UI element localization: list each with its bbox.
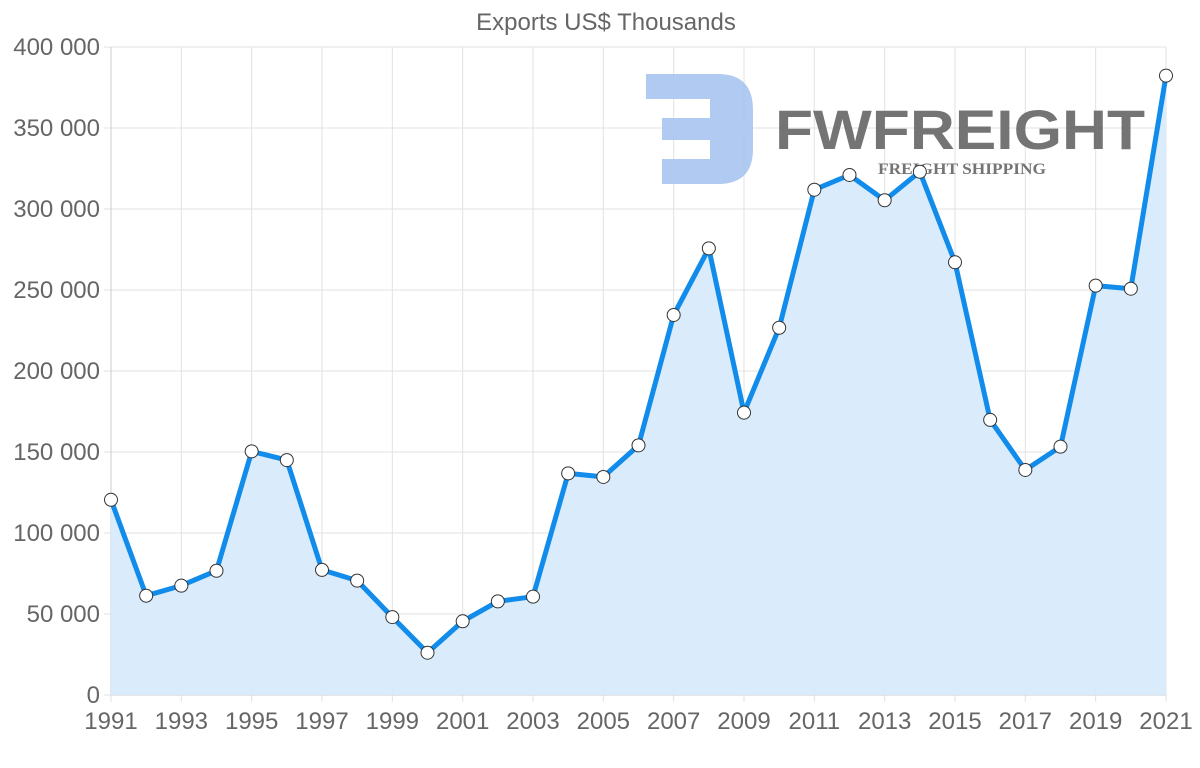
data-point-2006[interactable]	[631, 438, 646, 453]
y-tick-label: 250 000	[13, 277, 100, 304]
data-point-2015[interactable]	[948, 255, 962, 270]
data-point-2002[interactable]	[490, 594, 505, 609]
x-tick-label: 1995	[225, 708, 278, 735]
data-point-2011[interactable]	[807, 182, 822, 197]
x-tick-label: 2009	[717, 708, 770, 735]
data-point-1996[interactable]	[279, 453, 294, 468]
x-tick-label: 2017	[999, 708, 1052, 735]
data-point-1993[interactable]	[174, 578, 189, 593]
area-fill	[111, 75, 1166, 695]
y-tick-label: 300 000	[13, 196, 100, 223]
fwfreight-watermark: FWFREIGHT FREIGHT SHIPPING	[646, 74, 1145, 184]
watermark-brand: FWFREIGHT	[775, 98, 1145, 161]
data-point-1995[interactable]	[244, 444, 259, 459]
data-point-1997[interactable]	[315, 562, 329, 577]
data-point-2013[interactable]	[877, 193, 892, 208]
x-tick-label: 1991	[84, 708, 137, 735]
data-point-2020[interactable]	[1123, 281, 1138, 296]
x-tick-label: 2005	[577, 708, 630, 735]
data-point-2000[interactable]	[420, 645, 435, 660]
data-point-2014[interactable]	[912, 164, 927, 179]
x-tick-label: 2021	[1139, 708, 1192, 735]
chart-title: Exports US$ Thousands	[476, 9, 736, 36]
data-point-2008[interactable]	[701, 241, 716, 256]
data-point-1998[interactable]	[350, 573, 365, 588]
data-point-1991[interactable]	[104, 492, 118, 507]
x-tick-label: 1999	[366, 708, 419, 735]
x-tick-label: 2001	[436, 708, 489, 735]
x-tick-label: 1997	[295, 708, 348, 735]
data-point-2001[interactable]	[455, 614, 470, 629]
x-tick-label: 2007	[647, 708, 700, 735]
data-point-2018[interactable]	[1053, 439, 1068, 454]
y-tick-label: 400 000	[13, 34, 100, 61]
data-point-2010[interactable]	[772, 320, 787, 335]
y-tick-label: 0	[87, 682, 100, 709]
x-tick-label: 2011	[789, 708, 841, 735]
x-tick-label: 2013	[858, 708, 911, 735]
x-tick-label: 1993	[155, 708, 208, 735]
x-tick-label: 2015	[928, 708, 981, 735]
data-point-2003[interactable]	[526, 589, 540, 604]
data-point-2017[interactable]	[1018, 462, 1033, 477]
fwfreight-logo-icon	[646, 74, 753, 184]
data-point-2021[interactable]	[1159, 68, 1173, 83]
data-point-2004[interactable]	[561, 466, 576, 481]
watermark-tagline: FREIGHT SHIPPING	[878, 161, 1047, 178]
data-point-2016[interactable]	[983, 412, 998, 427]
y-tick-label: 50 000	[27, 601, 100, 628]
y-axis: 0 50 000 100 000 150 000 200 000 250 000 300 0…	[13, 34, 100, 709]
data-point-2007[interactable]	[666, 307, 681, 322]
area-fill-path	[111, 75, 1166, 695]
data-point-2009[interactable]	[737, 405, 751, 420]
data-point-2019[interactable]	[1088, 278, 1103, 293]
y-tick-label: 150 000	[13, 439, 100, 466]
data-point-2005[interactable]	[596, 469, 611, 484]
y-tick-label: 350 000	[13, 115, 100, 142]
data-points	[104, 68, 1173, 660]
data-point-2012[interactable]	[842, 167, 857, 182]
y-tick-label: 100 000	[13, 520, 100, 547]
x-tick-label: 2019	[1069, 708, 1122, 735]
x-tick-label: 2003	[506, 708, 559, 735]
x-axis: 1991 1993 1995 1997 1999 2001 2003 2005 2007 2009…	[84, 708, 1192, 735]
data-point-1994[interactable]	[209, 563, 224, 578]
data-point-1999[interactable]	[385, 610, 400, 625]
data-point-1992[interactable]	[139, 588, 154, 603]
y-tick-label: 200 000	[13, 358, 100, 385]
